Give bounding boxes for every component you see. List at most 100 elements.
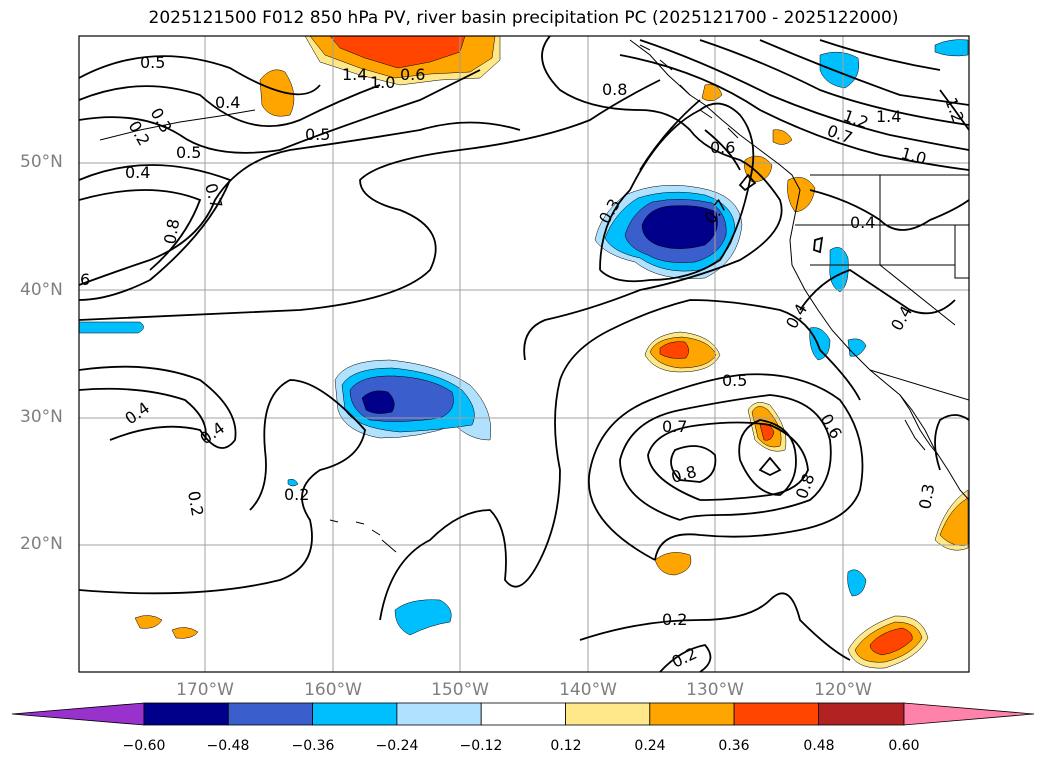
precip-positive-patch <box>939 497 969 546</box>
lon-label: 120°W <box>814 680 872 700</box>
colorbar-tick-label: 0.60 <box>888 738 920 754</box>
lon-label: 160°W <box>304 680 362 700</box>
map-title: 2025121500 F012 850 hPa PV, river basin … <box>148 8 899 28</box>
pv-contour <box>659 644 712 672</box>
contour-label: 0.5 <box>140 53 165 72</box>
pv-contour <box>647 421 809 501</box>
precip-positive-patch <box>329 36 466 69</box>
colorbar-tick-label: −0.60 <box>122 738 166 754</box>
lon-label: 150°W <box>431 680 489 700</box>
contour-label: 0.4 <box>887 302 916 334</box>
pv-contour <box>813 236 824 254</box>
pv-contour <box>79 365 237 449</box>
contour-label: 0.5 <box>722 371 747 390</box>
pv-contour <box>738 419 797 496</box>
contour-label: 1.0 <box>370 73 395 92</box>
alaska-panhandle-islands <box>639 44 739 139</box>
contour-label: 1.4 <box>876 107 901 126</box>
colorbar-bin <box>143 702 229 726</box>
colorbar-tick-label: −0.48 <box>206 738 250 754</box>
pv-contour <box>379 299 861 621</box>
contour-label: 0.4 <box>215 93 240 112</box>
pv-contour <box>759 39 969 106</box>
colorbar-tick-label: −0.24 <box>375 738 419 754</box>
pv-contour <box>79 79 661 321</box>
precip-positive-patch <box>171 627 199 639</box>
pv-contour <box>588 373 864 561</box>
pv-contour <box>639 39 969 151</box>
pv-contour <box>599 102 755 283</box>
contour-label: 0.4 <box>121 398 153 428</box>
pv-contour <box>79 121 521 286</box>
colorbar-extend-min <box>11 702 145 726</box>
colorbar-bin <box>480 702 566 726</box>
contour-label: 0.2 <box>184 489 207 517</box>
lat-label: 30°N <box>20 407 63 427</box>
precip-positive-patch <box>772 129 793 145</box>
pv-contour <box>699 39 969 126</box>
pv-contour <box>819 39 941 71</box>
pv-contour <box>670 445 717 483</box>
precip-positive-patch <box>701 84 723 102</box>
precip-negative-patch <box>934 39 969 57</box>
precip-negative-patch <box>361 390 395 414</box>
pv-contours <box>79 36 969 672</box>
pv-contour <box>934 414 969 471</box>
aleutian-islands <box>99 109 256 141</box>
precip-negative-patch <box>287 478 299 487</box>
map-area: 0.5 0.4 0.3 0.2 1.4 1.0 0.6 0.5 0.5 0.4 … <box>79 36 969 672</box>
lon-label: 130°W <box>686 680 744 700</box>
pv-contour <box>79 55 321 96</box>
colorbar-tick-label: −0.36 <box>291 738 335 754</box>
contour-label: 0.7 <box>662 417 687 436</box>
contour-label: 6 <box>80 270 90 289</box>
map-frame <box>78 35 970 673</box>
hawaii-islands <box>329 519 397 553</box>
contour-label: 0.3 <box>147 105 176 137</box>
precip-negative-patch <box>809 327 831 361</box>
colorbar-bin <box>649 702 735 726</box>
contour-label: 0.6 <box>710 138 735 157</box>
colorbar-tick-label: 0.48 <box>803 738 835 754</box>
baja-coast <box>899 394 939 456</box>
contour-label: 0.8 <box>602 80 627 99</box>
lat-label: 40°N <box>20 280 63 300</box>
pv-contour <box>79 189 202 271</box>
precip-negative-patch <box>819 51 859 89</box>
north-america-coast <box>629 39 969 501</box>
precip-positive-patch <box>659 341 689 359</box>
pv-contour <box>79 69 481 154</box>
contour-label: 0.8 <box>669 462 699 487</box>
pv-contour <box>579 592 851 661</box>
contour-label: 0.4 <box>125 163 150 182</box>
colorbar <box>11 702 1035 726</box>
pv-contour <box>758 456 782 477</box>
pv-contour <box>79 379 366 595</box>
contour-label: 0.2 <box>662 610 687 629</box>
colorbar-tick-label: 0.24 <box>634 738 666 754</box>
contour-label: 1.4 <box>342 65 367 84</box>
precip-positive-patch <box>744 155 773 183</box>
contour-label: 0.2 <box>284 485 309 504</box>
precip-positive-patch <box>787 177 816 213</box>
precip-negative-patch <box>847 569 867 597</box>
contour-labels: 0.5 0.4 0.3 0.2 1.4 1.0 0.6 0.5 0.5 0.4 … <box>80 53 968 672</box>
pv-contour <box>809 189 969 231</box>
precip-negative-patch <box>829 247 849 293</box>
precip-positive-patch <box>869 627 913 656</box>
precip-positive-patch <box>654 552 692 576</box>
colorbar-bin <box>227 702 314 726</box>
pv-contour <box>799 269 956 315</box>
contour-label: 0.4 <box>850 213 875 232</box>
lat-label: 50°N <box>20 152 63 172</box>
pv-contour <box>523 36 783 361</box>
lat-label: 20°N <box>20 534 63 554</box>
contour-label: 0.5 <box>305 125 330 144</box>
colorbar-bin <box>565 702 651 726</box>
precip-negative-patch <box>79 321 144 334</box>
pv-contour <box>639 99 741 171</box>
colorbar-bin <box>818 702 905 726</box>
contour-label: 0.6 <box>400 65 425 84</box>
contour-label: 0.6 <box>817 411 846 443</box>
precip-positive-patch <box>259 69 295 117</box>
